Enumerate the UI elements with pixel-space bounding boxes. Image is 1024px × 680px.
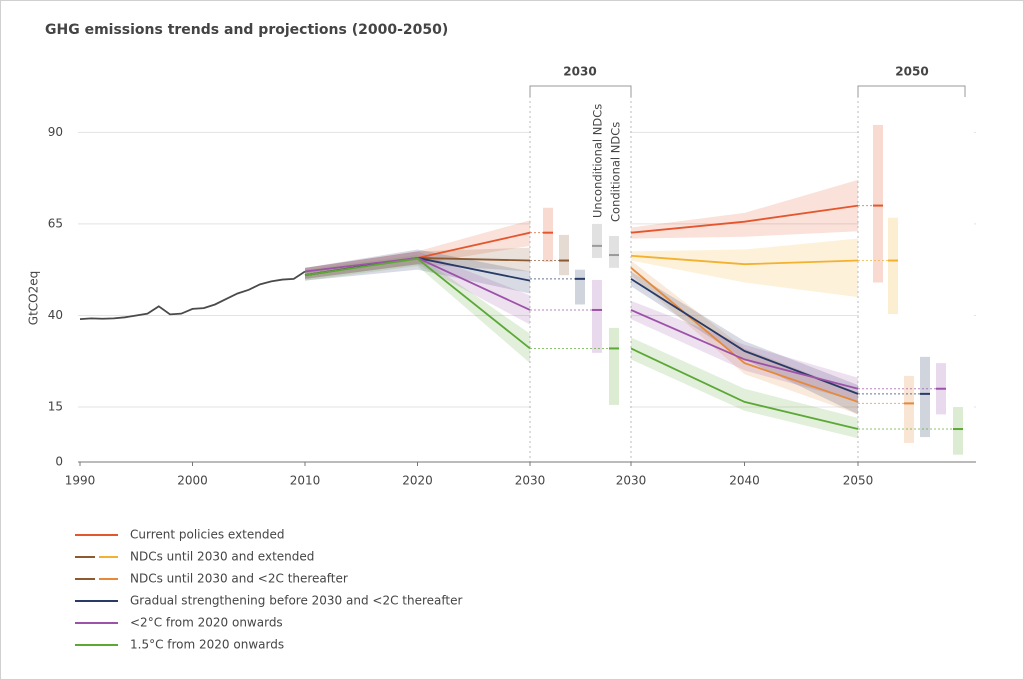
band xyxy=(631,179,858,239)
band xyxy=(631,271,858,415)
ndc-bar xyxy=(592,223,602,258)
range-bar xyxy=(953,407,963,455)
bracket xyxy=(857,85,966,97)
period-label: 2050 xyxy=(895,65,928,79)
bar-label: Conditional NDCs xyxy=(609,122,623,222)
x-tick-label: 2010 xyxy=(290,474,321,488)
band xyxy=(305,255,530,364)
legend-label: NDCs until 2030 and <2C thereafter xyxy=(130,572,348,586)
legend-label: NDCs until 2030 and extended xyxy=(130,550,314,564)
range-bar xyxy=(888,217,898,315)
band xyxy=(631,337,858,439)
legend-label: <2°C from 2020 onwards xyxy=(130,616,283,630)
band xyxy=(305,251,530,325)
y-axis-label: GtCO2eq xyxy=(27,271,41,325)
range-bar xyxy=(543,207,553,262)
range-bar xyxy=(920,356,930,438)
band xyxy=(305,249,530,294)
x-tick-label: 2000 xyxy=(177,474,208,488)
x-tick-label: 2030 xyxy=(515,474,546,488)
bar-label: Unconditional NDCs xyxy=(591,104,605,218)
x-tick-label: 1990 xyxy=(65,474,96,488)
history-line xyxy=(79,270,306,321)
y-tick-label: 40 xyxy=(48,308,63,322)
ndc-bar xyxy=(609,235,619,268)
band xyxy=(305,247,530,279)
y-tick-label: 65 xyxy=(48,216,63,230)
y-tick-label: 90 xyxy=(48,125,63,139)
range-bar xyxy=(592,279,602,353)
range-bar xyxy=(873,124,883,283)
line xyxy=(630,267,859,403)
x-tick-label: 2050 xyxy=(843,474,874,488)
line xyxy=(630,204,859,234)
bracket xyxy=(529,85,632,97)
chart-title: GHG emissions trends and projections (20… xyxy=(45,22,448,38)
range-bar xyxy=(559,234,569,276)
x-tick-label: 2030 xyxy=(616,474,647,488)
grid xyxy=(78,131,976,408)
legend-label: Current policies extended xyxy=(130,528,284,542)
range-bar xyxy=(575,269,585,305)
y-tick-label: 15 xyxy=(48,400,63,414)
legend-label: Gradual strengthening before 2030 and <2… xyxy=(130,594,462,608)
brackets xyxy=(529,85,966,97)
x-tick-label: 2040 xyxy=(729,474,760,488)
block-2050 xyxy=(859,96,974,461)
line xyxy=(630,254,859,266)
band xyxy=(631,260,858,415)
line xyxy=(304,257,531,350)
legend-label: 1.5°C from 2020 onwards xyxy=(130,638,284,652)
line xyxy=(630,347,859,430)
range-bar xyxy=(904,375,914,443)
line xyxy=(630,309,859,390)
period-label: 2030 xyxy=(563,65,596,79)
range-bar xyxy=(609,327,619,405)
band xyxy=(631,238,858,298)
y-tick-label: 0 xyxy=(55,455,63,469)
x-tick-label: 2020 xyxy=(402,474,433,488)
